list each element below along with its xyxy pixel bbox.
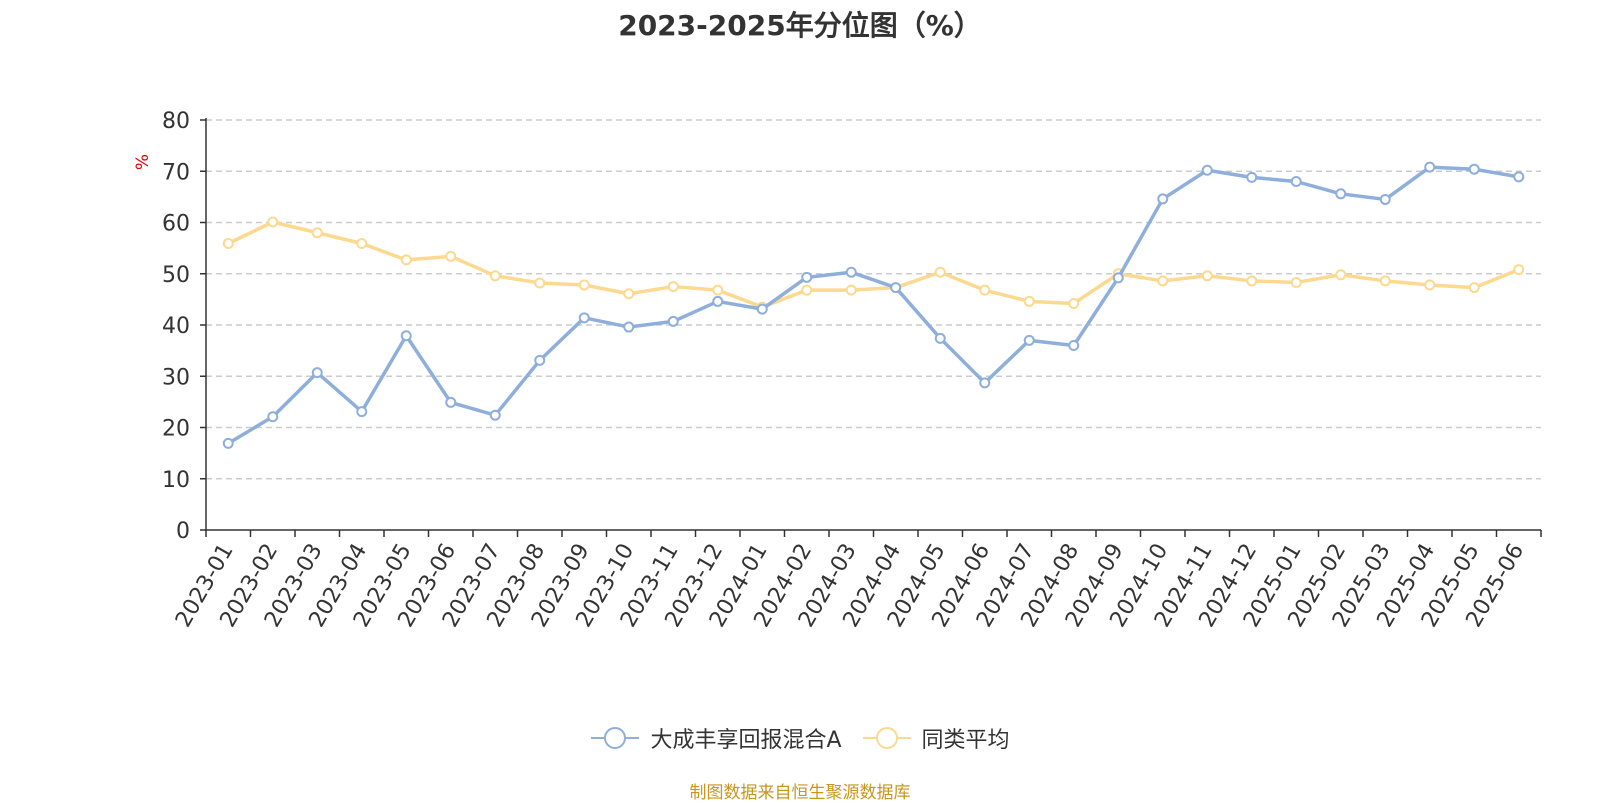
data-point <box>934 266 946 278</box>
data-point <box>400 254 412 266</box>
data-point <box>1112 272 1124 284</box>
data-point <box>1246 171 1258 183</box>
legend-item-series-a[interactable]: 大成丰享回报混合A <box>590 722 842 754</box>
data-point <box>667 315 679 327</box>
data-point <box>311 227 323 239</box>
y-tick-label: 40 <box>162 314 190 339</box>
data-point <box>445 396 457 408</box>
y-tick-label: 60 <box>162 212 190 237</box>
data-point <box>222 437 234 449</box>
data-point <box>1290 176 1302 187</box>
data-point <box>1201 164 1213 176</box>
data-point <box>1379 275 1391 287</box>
series-line <box>227 165 1520 445</box>
data-point <box>1290 276 1302 288</box>
data-point <box>667 281 679 293</box>
data-point <box>801 271 813 283</box>
y-tick-label: 10 <box>162 468 190 493</box>
series-lines <box>222 161 1525 449</box>
data-point <box>1513 264 1525 276</box>
data-point <box>1424 161 1436 173</box>
legend-item-series-b[interactable]: 同类平均 <box>862 722 1010 754</box>
data-point <box>712 284 724 296</box>
data-point <box>623 321 635 333</box>
data-point <box>1468 282 1480 294</box>
data-point <box>979 284 991 296</box>
data-point <box>845 266 857 278</box>
source-note: 制图数据来自恒生聚源数据库 <box>689 783 911 803</box>
data-point <box>578 279 590 291</box>
data-point <box>1068 340 1080 351</box>
data-point <box>756 303 768 315</box>
data-point <box>222 238 234 250</box>
data-point <box>1246 275 1258 287</box>
data-point <box>356 238 368 250</box>
data-point <box>267 411 279 423</box>
legend-marker-series-b <box>862 727 911 749</box>
y-tick-label: 50 <box>162 263 190 288</box>
data-point <box>534 354 546 366</box>
data-point <box>400 330 412 342</box>
data-point <box>1335 188 1347 200</box>
y-tick-label: 30 <box>162 365 190 390</box>
series-a <box>222 161 1525 449</box>
legend: 大成丰享回报混合A 同类平均 <box>0 722 1600 754</box>
chart-title: 2023-2025年分位图（%） <box>618 9 982 42</box>
y-tick-label: 80 <box>162 109 190 134</box>
data-point <box>1157 193 1169 205</box>
series-b <box>222 216 1525 313</box>
data-point <box>1157 275 1169 287</box>
data-point <box>534 277 546 289</box>
data-point <box>489 270 501 282</box>
data-point <box>1513 171 1525 183</box>
data-point <box>1023 295 1035 307</box>
data-point <box>311 367 323 379</box>
data-point <box>1201 270 1213 282</box>
data-point <box>1068 297 1080 309</box>
data-point <box>712 295 724 307</box>
data-point <box>801 284 813 296</box>
data-point <box>267 216 279 228</box>
data-point <box>934 332 946 344</box>
data-point <box>1023 334 1035 346</box>
y-axis-unit-label: % <box>133 154 153 170</box>
y-tick-label: 20 <box>162 417 190 442</box>
legend-label-series-a: 大成丰享回报混合A <box>650 728 842 753</box>
legend-label-series-b: 同类平均 <box>921 728 1010 753</box>
data-point <box>1424 279 1436 291</box>
y-tick-label: 70 <box>162 160 190 185</box>
y-tick-label: 0 <box>176 519 190 544</box>
data-point <box>1335 269 1347 281</box>
data-point <box>1468 163 1480 175</box>
axes: 01020304050607080%2023-012023-022023-032… <box>133 109 1542 632</box>
data-point <box>578 312 590 324</box>
data-point <box>489 409 501 421</box>
data-point <box>356 406 368 418</box>
legend-marker-series-a <box>591 727 640 749</box>
grid-lines <box>206 119 1541 480</box>
data-point <box>845 284 857 296</box>
series-line <box>227 220 1520 309</box>
data-point <box>979 377 991 389</box>
data-point <box>445 250 457 262</box>
data-point <box>623 288 635 300</box>
data-point <box>1379 193 1391 205</box>
data-point <box>890 282 902 294</box>
